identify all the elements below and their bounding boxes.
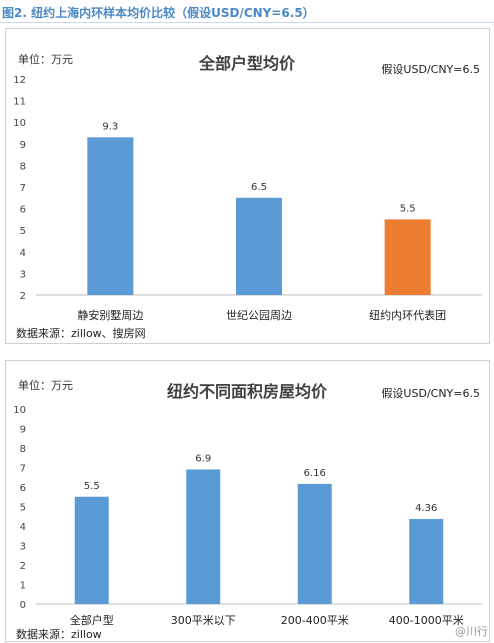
y-tick-label: 9 [20,425,26,436]
y-tick-label: 2 [20,291,26,302]
y-tick-label: 8 [20,444,26,455]
y-tick-label: 4 [20,522,26,533]
bar [297,483,332,604]
data-label: 6.9 [195,453,211,464]
chart-panel-by-area: 单位：万元 纽约不同面积房屋均价 假设USD/CNY=6.5 0 1 2 3 4 5 6 7 8 9 10… [5,360,490,642]
y-tick-label: 3 [20,542,26,553]
chart-title: 纽约不同面积房屋均价 [167,382,328,401]
y-tick-label: 5 [20,503,26,514]
bar-chart-by-area: 单位：万元 纽约不同面积房屋均价 假设USD/CNY=6.5 0 1 2 3 4 5 6 7 8 9 10… [13,378,482,641]
bar [74,496,109,604]
x-category-label: 400-1000平米 [389,614,464,627]
bar [87,137,134,295]
data-label: 9.3 [102,121,118,132]
bar [409,518,444,604]
chart-title: 全部户型均价 [198,54,296,73]
assumption-note: 假设USD/CNY=6.5 [381,386,480,400]
x-category-label: 静安别墅周边 [77,308,143,322]
y-tick-label: 10 [13,405,26,416]
y-tick-label: 6 [20,205,26,216]
y-tick-label: 0 [20,600,26,611]
y-tick-label: 11 [13,97,26,108]
y-tick-label: 7 [20,183,26,194]
data-label: 5.5 [84,481,100,492]
y-tick-label: 5 [20,226,26,237]
x-category-label: 纽约内环代表团 [369,308,446,322]
y-tick-label: 8 [20,161,26,172]
y-tick-label: 10 [13,118,26,129]
figure-caption: 图2. 纽约上海内环样本均价比较（假设USD/CNY=6.5） [2,6,315,20]
data-label: 6.16 [304,468,326,479]
data-label: 4.36 [415,503,437,514]
y-tick-label: 12 [13,75,26,86]
caption-divider [0,22,494,23]
x-category-label: 200-400平米 [281,614,349,627]
x-category-label: 全部户型 [70,613,114,627]
source-note: 数据来源：zillow [16,627,102,641]
data-label: 5.5 [400,203,416,214]
y-tick-label: 2 [20,561,26,572]
unit-label: 单位：万元 [18,52,73,66]
bar [186,469,221,604]
bar-chart-all-types: 单位：万元 全部户型均价 假设USD/CNY=6.5 2 3 4 5 6 7 8 9 10 11 12 9.… [13,52,482,340]
y-tick-label: 1 [20,581,26,592]
watermark: @川行 [455,625,488,638]
y-tick-label: 7 [20,464,26,475]
source-note: 数据来源：zillow、搜房网 [16,326,146,340]
y-tick-label: 6 [20,483,26,494]
bar [236,197,282,295]
y-tick-label: 4 [20,248,26,259]
y-tick-label: 3 [20,269,26,280]
data-label: 6.5 [251,182,267,193]
x-category-label: 300平米以下 [171,614,236,627]
x-category-label: 世纪公园周边 [226,309,292,322]
y-tick-label: 9 [20,140,26,151]
unit-label: 单位：万元 [18,378,73,392]
bar [384,219,431,295]
chart-panel-all-types: 单位：万元 全部户型均价 假设USD/CNY=6.5 2 3 4 5 6 7 8 9 10 11 12 9.… [5,28,490,344]
assumption-note: 假设USD/CNY=6.5 [381,62,480,76]
